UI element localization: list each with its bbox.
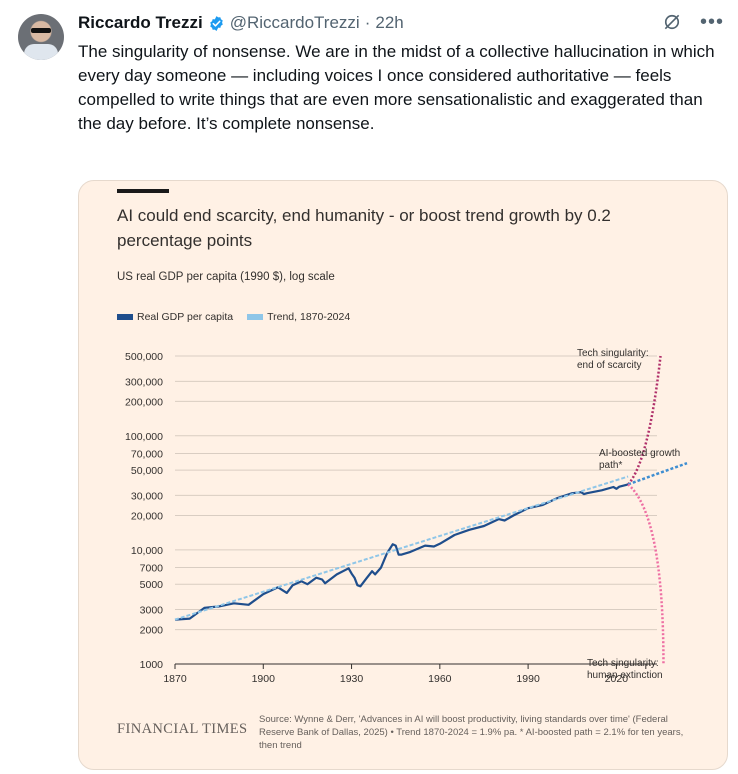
y-tick-label: 50,000 xyxy=(131,465,163,477)
y-tick-label: 3000 xyxy=(140,605,164,617)
y-tick-label: 500,000 xyxy=(125,351,163,363)
ft-logo: FINANCIAL TIMES xyxy=(117,721,248,737)
annotation-ai-boosted: AI-boosted growth path* xyxy=(599,448,680,471)
tweet-header: Riccardo Trezzi @RiccardoTrezzi · 22h xyxy=(78,12,404,34)
grok-icon[interactable] xyxy=(662,12,682,32)
x-tick-label: 1990 xyxy=(516,673,540,685)
legend-label-real: Real GDP per capita xyxy=(137,311,234,323)
avatar-glasses xyxy=(31,28,51,33)
x-tick-label: 1900 xyxy=(252,673,276,685)
y-tick-label: 70,000 xyxy=(131,448,163,460)
separator-dot: · xyxy=(364,13,371,32)
x-tick-label: 1960 xyxy=(428,673,452,685)
y-tick-label: 1000 xyxy=(140,659,164,671)
singularity-extinction-path xyxy=(627,483,665,665)
x-tick-label: 1930 xyxy=(340,673,364,685)
gdp-chart: 500,000 300,000 200,000 100,000 70,000 50,000… xyxy=(125,348,688,685)
y-tick-label: 20,000 xyxy=(131,511,163,523)
y-tick-label: 7000 xyxy=(140,563,164,575)
annotation-human-extinction: Tech singularity: human extinction xyxy=(587,658,663,681)
chart-card[interactable]: AI could end scarcity, end humanity - or… xyxy=(78,180,728,770)
author-handle[interactable]: @RiccardoTrezzi xyxy=(229,13,360,32)
ai-boosted-path xyxy=(627,462,688,486)
verified-badge-icon xyxy=(209,15,223,31)
tweet-text: The singularity of nonsense. We are in t… xyxy=(78,42,715,133)
y-tick-label: 2000 xyxy=(140,625,164,637)
legend-item-real: Real GDP per capita xyxy=(117,311,233,323)
avatar-shirt xyxy=(24,44,58,60)
chart-title: AI could end scarcity, end humanity - or… xyxy=(117,206,611,250)
ft-top-bar xyxy=(117,189,169,193)
author-avatar[interactable] xyxy=(18,14,64,60)
series-real-gdp-line xyxy=(174,483,629,621)
y-tick-label: 100,000 xyxy=(125,431,163,443)
y-tick-label: 5000 xyxy=(140,579,164,591)
annotation-end-of-scarcity: Tech singularity: end of scarcity xyxy=(577,348,649,371)
y-tick-label: 300,000 xyxy=(125,376,163,388)
y-tick-label: 30,000 xyxy=(131,490,163,502)
y-tick-label: 10,000 xyxy=(131,545,163,557)
singularity-scarcity-path xyxy=(627,355,662,486)
chart-source: Source: Wynne & Derr, 'Advances in AI wi… xyxy=(259,714,684,751)
x-tick-label: 1870 xyxy=(163,673,187,685)
tweet-timestamp[interactable]: 22h xyxy=(375,13,404,32)
tweet-actions-top: ••• xyxy=(662,12,724,32)
legend-label-trend: Trend, 1870-2024 xyxy=(267,311,351,323)
chart-legend: Real GDP per capita Trend, 1870-2024 xyxy=(117,311,350,323)
chart-subtitle: US real GDP per capita (1990 $), log sca… xyxy=(117,271,335,283)
legend-item-trend: Trend, 1870-2024 xyxy=(247,311,350,323)
more-horizontal-icon[interactable]: ••• xyxy=(699,11,724,33)
x-tick-label: 2020 xyxy=(605,673,629,685)
author-name[interactable]: Riccardo Trezzi xyxy=(78,13,203,32)
series-trend-line xyxy=(174,475,629,621)
y-tick-label: 200,000 xyxy=(125,396,163,408)
